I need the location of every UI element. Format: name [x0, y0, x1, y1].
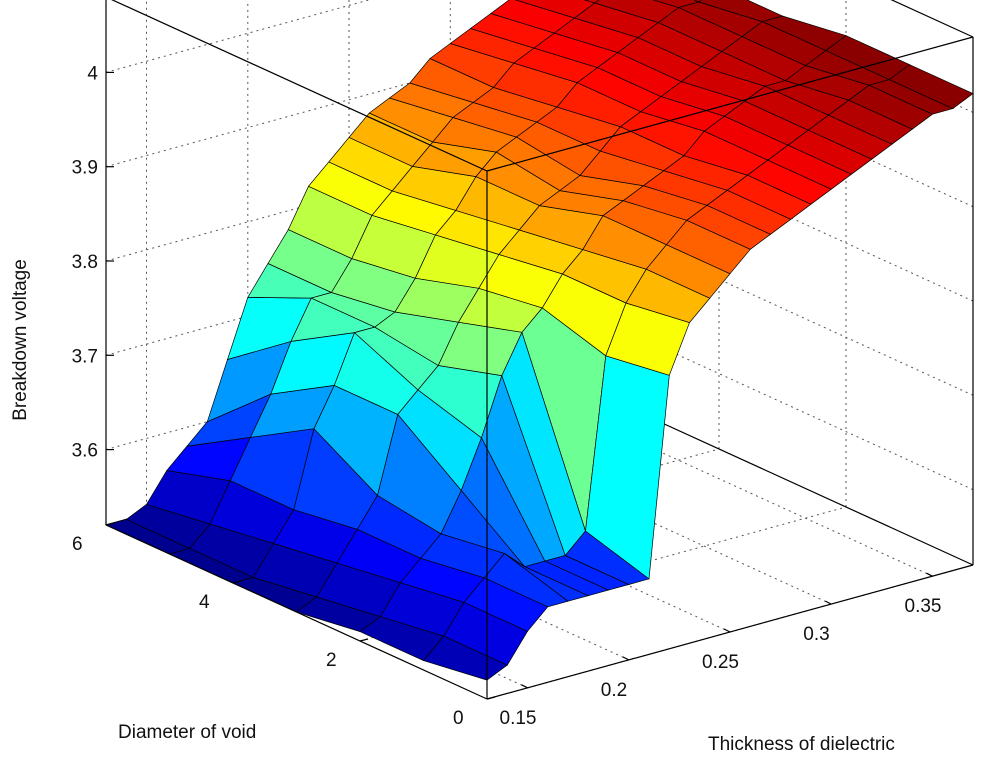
y-tick-label: 2 [326, 650, 337, 671]
z-tick-label: 3.6 [72, 441, 98, 462]
x-tick-mark [926, 572, 933, 577]
x-tick-label: 0.35 [905, 596, 942, 617]
x-tick-mark [622, 656, 630, 661]
x-axis-label: Thickness of dielectric [708, 734, 895, 755]
z-tick-label: 3.8 [72, 252, 98, 273]
y-axis-label: Diameter of void [118, 722, 256, 743]
y-tick-label: 4 [199, 592, 210, 613]
y-tick-mark [232, 580, 242, 584]
axes-edge [890, 0, 974, 38]
x-tick-mark [825, 600, 832, 605]
y-tick-mark [359, 638, 369, 642]
y-tick-label: 0 [453, 708, 464, 729]
surface-mesh [104, 0, 974, 681]
x-tick-label: 0.25 [702, 652, 739, 673]
x-tick-mark [521, 684, 528, 689]
y-tick-mark [486, 696, 496, 700]
y-tick-label: 6 [72, 534, 83, 555]
z-tick-label: 3.9 [72, 158, 98, 179]
x-tick-mark [723, 628, 731, 633]
x-tick-label: 0.15 [500, 708, 537, 729]
z-tick-label: 4 [87, 63, 98, 84]
surface-patch [693, 0, 703, 3]
y-tick-mark [105, 522, 115, 526]
x-tick-label: 0.3 [803, 624, 829, 645]
tick-labels: 0.15 0.2 0.25 0.3 0.35 0 2 4 6 3.6 3.7 3.8 3.9 4 [72, 63, 942, 729]
z-axis-label: Breakdown voltage [10, 259, 31, 421]
grid-line [105, 0, 371, 73]
x-tick-label: 0.2 [601, 680, 627, 701]
surface-patch [888, 64, 974, 110]
axes-box-front [105, 0, 974, 700]
axes-edge [486, 36, 974, 172]
axes-edge [111, 0, 488, 172]
z-tick-label: 3.7 [72, 346, 98, 367]
axes-edge [105, 524, 488, 700]
